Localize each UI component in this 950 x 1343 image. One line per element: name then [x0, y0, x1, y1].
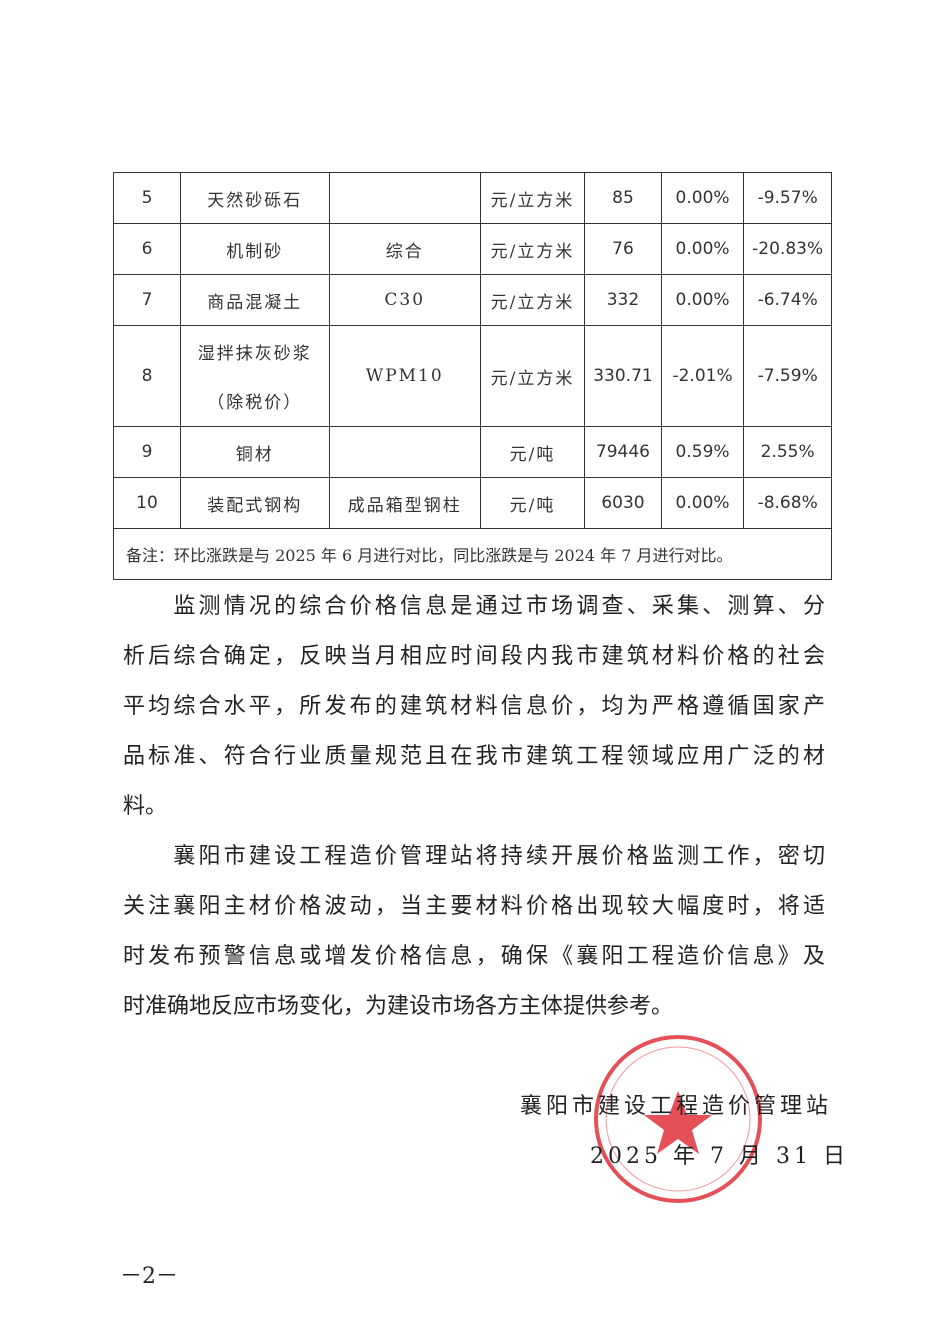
cell-mom: 0.00%: [660, 274, 745, 326]
cell-mom: 0.00%: [660, 223, 745, 275]
table-note: 备注：环比涨跌是与 2025 年 6 月进行对比，同比涨跌是与 2024 年 7…: [113, 528, 832, 580]
cell-spec: [328, 426, 481, 478]
paragraph-line: 关注襄阳主材价格波动，当主要材料价格出现较大幅度时，将适: [123, 894, 825, 919]
seal-ring: [594, 1035, 762, 1203]
table-note-row: 备注：环比涨跌是与 2025 年 6 月进行对比，同比涨跌是与 2024 年 7…: [113, 528, 832, 580]
paragraph-line: 监测情况的综合价格信息是通过市场调查、采集、测算、分: [123, 594, 825, 619]
cell-yoy: -7.59%: [743, 325, 832, 427]
cell-spec: [328, 172, 481, 224]
cell-mom: 0.00%: [660, 477, 745, 529]
star-icon: [644, 1091, 712, 1154]
paragraph-line: 品标准、符合行业质量规范且在我市建筑工程领域应用广泛的材: [123, 744, 825, 769]
cell-price: 76: [584, 223, 662, 275]
cell-spec: WPM10: [328, 325, 481, 427]
cell-yoy: -20.83%: [743, 223, 832, 275]
cell-no: 8: [113, 325, 181, 427]
cell-no: 5: [113, 172, 181, 224]
paragraph-line: 料。: [123, 794, 168, 819]
cell-unit: 元/立方米: [479, 274, 586, 326]
cell-price: 6030: [584, 477, 662, 529]
cell-price: 332: [584, 274, 662, 326]
seal-inner-ring: [605, 1046, 751, 1192]
cell-spec: 成品箱型钢柱: [328, 477, 481, 529]
signature-date: 2025 年 7 月 31 日: [590, 1144, 849, 1169]
cell-no: 9: [113, 426, 181, 478]
signature-org: 襄阳市建设工程造价管理站: [520, 1094, 833, 1119]
paragraph-line: 时发布预警信息或增发价格信息，确保《襄阳工程造价信息》及: [123, 944, 825, 969]
paragraph-line: 平均综合水平，所发布的建筑材料信息价，均为严格遵循国家产: [123, 694, 825, 719]
cell-mom: 0.59%: [660, 426, 745, 478]
cell-unit: 元/立方米: [479, 325, 586, 427]
cell-name: 湿拌抹灰砂浆 （除税价）: [180, 325, 330, 427]
cell-mom: -2.01%: [660, 325, 745, 427]
cell-yoy: -9.57%: [743, 172, 832, 224]
cell-yoy: 2.55%: [743, 426, 832, 478]
cell-unit: 元/吨: [479, 477, 586, 529]
cell-spec: 综合: [328, 223, 481, 275]
cell-price: 85: [584, 172, 662, 224]
cell-unit: 元/吨: [479, 426, 586, 478]
cell-yoy: -8.68%: [743, 477, 832, 529]
cell-name: 装配式钢构: [180, 477, 330, 529]
cell-price: 330.71: [584, 325, 662, 427]
price-table: 5 天然砂砾石 元/立方米 85 0.00% -9.57% 6 机制砂 综合 元/立方米 76 0.0…: [113, 172, 832, 580]
cell-name: 天然砂砾石: [180, 172, 330, 224]
cell-no: 10: [113, 477, 181, 529]
paragraph-line: 襄阳市建设工程造价管理站将持续开展价格监测工作，密切: [123, 844, 825, 869]
table-row: 8 湿拌抹灰砂浆 （除税价） WPM10 元/立方米 330.71 -2.01% -7.59%: [113, 325, 832, 427]
cell-name: 商品混凝土: [180, 274, 330, 326]
cell-unit: 元/立方米: [479, 172, 586, 224]
paragraph-line: 析后综合确定，反映当月相应时间段内我市建筑材料价格的社会: [123, 644, 825, 669]
cell-no: 6: [113, 223, 181, 275]
cell-name-line: （除税价）: [207, 393, 303, 413]
paragraph-line: 时准确地反应市场变化，为建设市场各方主体提供参考。: [123, 994, 674, 1019]
cell-mom: 0.00%: [660, 172, 745, 224]
cell-no: 7: [113, 274, 181, 326]
cell-yoy: -6.74%: [743, 274, 832, 326]
table-row: 10 装配式钢构 成品箱型钢柱 元/吨 6030 0.00% -8.68%: [113, 477, 832, 529]
cell-price: 79446: [584, 426, 662, 478]
cell-name: 铜材: [180, 426, 330, 478]
cell-unit: 元/立方米: [479, 223, 586, 275]
table-row: 7 商品混凝土 C30 元/立方米 332 0.00% -6.74%: [113, 274, 832, 326]
cell-name: 机制砂: [180, 223, 330, 275]
official-seal: [594, 1035, 762, 1203]
table-row: 6 机制砂 综合 元/立方米 76 0.00% -20.83%: [113, 223, 832, 275]
cell-name-line: 湿拌抹灰砂浆: [197, 344, 312, 364]
cell-spec: C30: [328, 274, 481, 326]
page-number: －2－: [120, 1264, 178, 1289]
table-row: 5 天然砂砾石 元/立方米 85 0.00% -9.57%: [113, 172, 832, 224]
table-row: 9 铜材 元/吨 79446 0.59% 2.55%: [113, 426, 832, 478]
